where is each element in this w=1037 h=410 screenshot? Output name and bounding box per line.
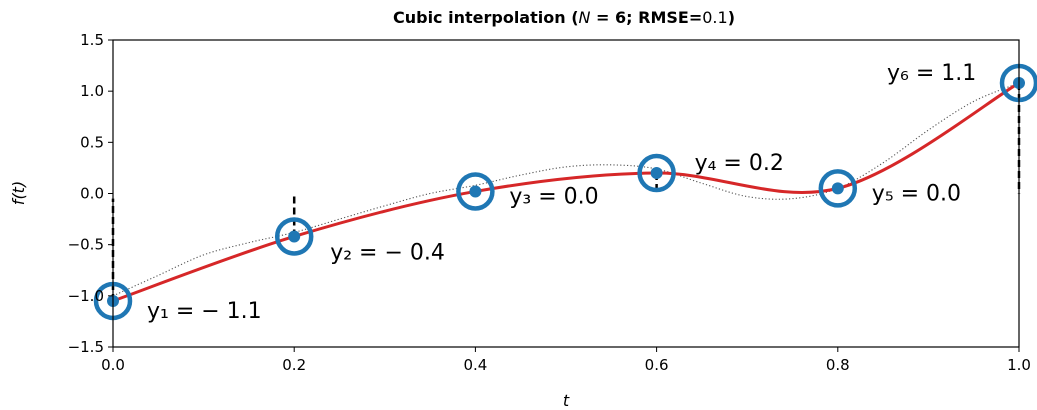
point-label: y₅ = 0.0: [872, 181, 961, 206]
y-axis: 1.5 1.0 0.5 0.0 −0.5 −1.0 −1.5: [68, 31, 113, 356]
y-axis-label: f(t): [9, 181, 28, 205]
y-tick-label: −0.5: [68, 236, 104, 254]
x-tick-label: 0.0: [101, 356, 125, 374]
y-tick-label: −1.0: [68, 287, 104, 305]
chart-title: Cubic interpolation (N = 6; RMSE=0.1): [393, 8, 735, 27]
y-tick-label: 0.5: [80, 133, 104, 151]
x-axis-label: t: [563, 391, 570, 410]
point-label: y₃ = 0.0: [509, 184, 598, 209]
point-label: y₂ = − 0.4: [330, 240, 445, 265]
data-point-ring: [274, 217, 314, 256]
x-tick-label: 0.2: [282, 356, 306, 374]
x-axis: 0.0 0.2 0.4 0.6 0.8 1.0: [101, 347, 1031, 374]
data-point: [650, 167, 663, 180]
point-label: y₆ = 1.1: [887, 61, 976, 86]
interpolation-curve: [112, 81, 1020, 303]
y-tick-label: −1.5: [68, 338, 104, 356]
data-point-ring: [456, 172, 495, 211]
x-tick-label: 0.4: [463, 356, 487, 374]
point-label: y₄ = 0.2: [695, 151, 784, 176]
x-tick-label: 1.0: [1007, 356, 1031, 374]
x-tick-label: 0.6: [645, 356, 669, 374]
data-point: [469, 185, 482, 198]
point-label: y₁ = − 1.1: [147, 299, 262, 324]
y-tick-label: 1.5: [80, 31, 104, 49]
ground-truth-curve: [112, 82, 1020, 297]
x-tick-label: 0.8: [826, 356, 850, 374]
y-tick-label: 1.0: [80, 82, 104, 100]
data-point: [831, 182, 844, 195]
y-tick-label: 0.0: [80, 185, 104, 203]
point-labels: y₁ = − 1.1 y₂ = − 0.4 y₃ = 0.0 y₄ = 0.2 y₅ =…: [147, 61, 976, 324]
data-point-ring: [637, 153, 676, 193]
data-point-ring: [818, 169, 858, 208]
data-point: [288, 230, 301, 243]
